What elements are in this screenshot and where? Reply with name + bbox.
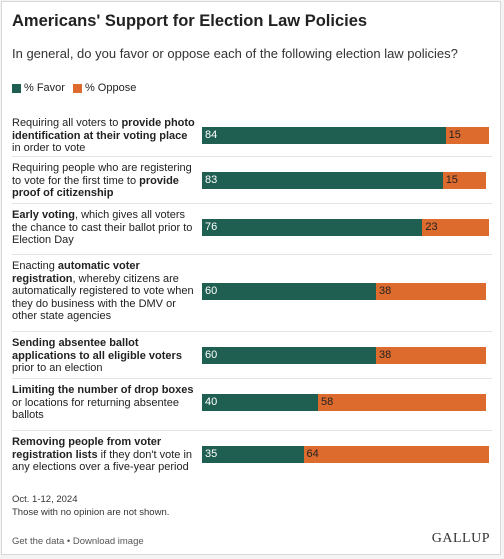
chart-subtitle: In general, do you favor or oppose each … xyxy=(12,46,458,61)
bar-oppose: 15 xyxy=(445,127,490,144)
legend-label-oppose: % Oppose xyxy=(84,82,137,94)
footnote: Those with no opinion are not shown. xyxy=(12,507,170,518)
gallup-logo: GALLUP xyxy=(431,531,490,546)
bar-oppose: 23 xyxy=(422,219,490,236)
bar-favor: 60 xyxy=(202,347,376,364)
bar-oppose: 38 xyxy=(376,347,487,364)
bar-favor: 60 xyxy=(202,283,376,300)
row-divider xyxy=(12,254,492,255)
legend-label-favor: % Favor xyxy=(24,82,65,94)
bar-favor: 84 xyxy=(202,127,446,144)
category-label: Limiting the number of drop boxes or loc… xyxy=(12,384,194,421)
legend-item-favor: % Favor xyxy=(12,82,65,94)
legend-item-oppose: % Oppose xyxy=(72,82,137,94)
survey-date: Oct. 1-12, 2024 xyxy=(12,494,78,505)
row-divider xyxy=(12,378,492,379)
legend-swatch-favor xyxy=(12,83,21,93)
bar-favor: 40 xyxy=(202,394,318,411)
chart-title: Americans' Support for Election Law Poli… xyxy=(12,12,368,30)
category-label: Enacting automatic voter registration, w… xyxy=(12,260,194,322)
category-label: Removing people from voter registration … xyxy=(12,436,193,473)
footer-links[interactable]: Get the data • Download image xyxy=(12,536,144,547)
bar-favor: 76 xyxy=(202,219,423,236)
bar-oppose: 58 xyxy=(318,394,487,411)
legend-swatch-oppose xyxy=(72,83,82,93)
bar-favor: 35 xyxy=(202,446,304,463)
category-label: Early voting, which gives all voters the… xyxy=(12,209,193,246)
category-label: Sending absentee ballot applications to … xyxy=(12,337,182,374)
legend: % Favor % Oppose xyxy=(12,82,144,94)
row-divider xyxy=(12,430,492,431)
category-label: Requiring people who are registering to … xyxy=(12,162,192,199)
category-label: Requiring all voters to provide photo id… xyxy=(12,117,195,154)
row-divider xyxy=(12,331,492,332)
bar-favor: 83 xyxy=(202,172,443,189)
bar-oppose: 15 xyxy=(442,172,487,189)
row-divider xyxy=(12,203,492,204)
bar-oppose: 38 xyxy=(376,283,487,300)
row-divider xyxy=(12,156,492,157)
bar-oppose: 64 xyxy=(303,446,490,463)
